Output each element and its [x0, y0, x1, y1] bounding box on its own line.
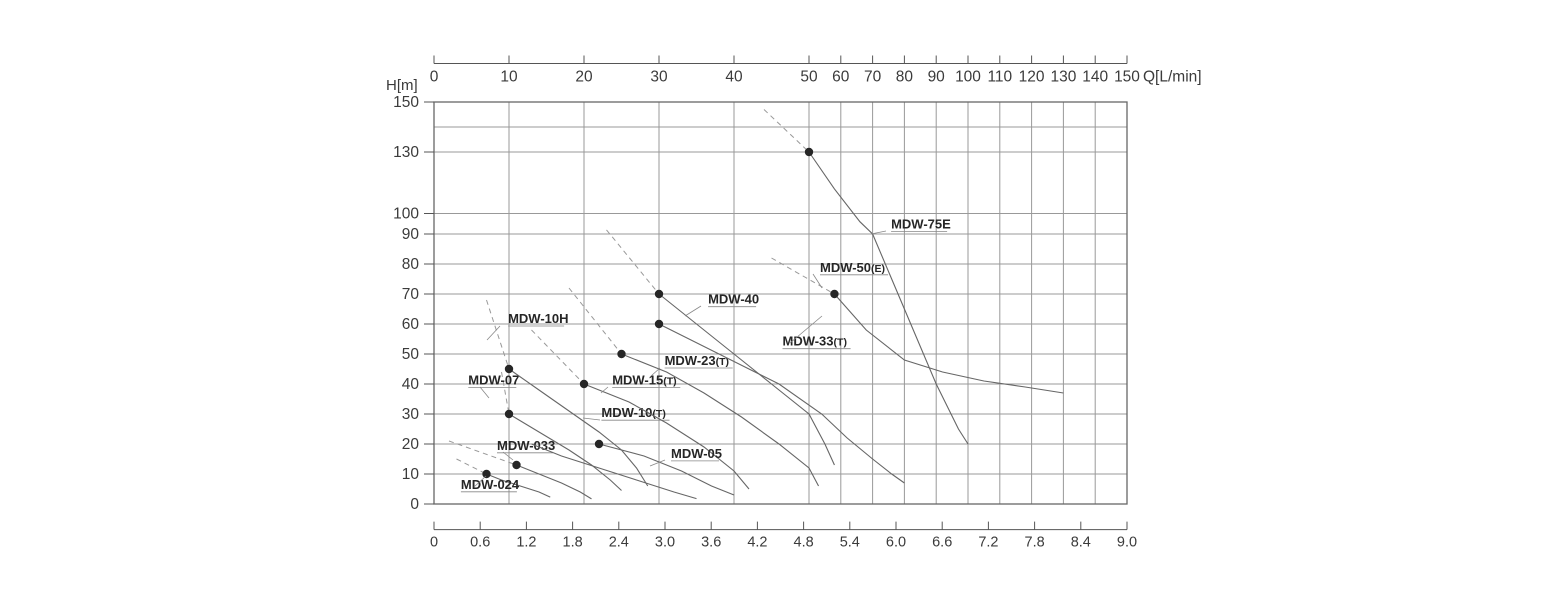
svg-text:H[m]: H[m]: [386, 77, 418, 94]
svg-text:30: 30: [650, 69, 668, 86]
svg-text:30: 30: [402, 406, 420, 423]
svg-text:MDW-23(T): MDW-23(T): [665, 353, 729, 368]
svg-text:MDW-15(T): MDW-15(T): [612, 372, 676, 387]
svg-text:6.0: 6.0: [886, 535, 906, 551]
svg-text:60: 60: [832, 69, 850, 86]
svg-text:70: 70: [864, 69, 882, 86]
svg-text:80: 80: [896, 69, 914, 86]
svg-text:130: 130: [393, 144, 419, 161]
svg-text:0: 0: [410, 496, 419, 513]
svg-text:90: 90: [928, 69, 946, 86]
svg-text:MDW-50(E): MDW-50(E): [820, 260, 885, 275]
svg-text:50: 50: [800, 69, 818, 86]
svg-text:70: 70: [402, 286, 420, 303]
svg-text:1.8: 1.8: [563, 535, 583, 551]
svg-text:4.8: 4.8: [794, 535, 814, 551]
svg-text:10: 10: [500, 69, 518, 86]
svg-text:150: 150: [393, 94, 419, 111]
svg-text:40: 40: [402, 376, 420, 393]
svg-text:140: 140: [1082, 69, 1108, 86]
svg-text:9.0: 9.0: [1117, 535, 1137, 551]
svg-text:60: 60: [402, 316, 420, 333]
svg-text:50: 50: [402, 346, 420, 363]
svg-text:100: 100: [955, 69, 981, 86]
svg-text:2.4: 2.4: [609, 535, 629, 551]
svg-text:MDW-10H: MDW-10H: [508, 311, 568, 326]
svg-text:3.0: 3.0: [655, 535, 675, 551]
svg-text:7.2: 7.2: [978, 535, 998, 551]
svg-text:0: 0: [430, 535, 438, 551]
svg-text:100: 100: [393, 206, 419, 223]
svg-text:1.2: 1.2: [516, 535, 536, 551]
svg-text:130: 130: [1050, 69, 1076, 86]
svg-text:80: 80: [402, 256, 420, 273]
svg-text:110: 110: [987, 69, 1012, 86]
svg-text:MDW-07: MDW-07: [468, 372, 519, 387]
svg-text:MDW-10(T): MDW-10(T): [601, 405, 665, 420]
svg-text:120: 120: [1019, 69, 1045, 86]
svg-text:6.6: 6.6: [932, 535, 952, 551]
svg-text:MDW-05: MDW-05: [671, 446, 722, 461]
svg-text:4.2: 4.2: [747, 535, 767, 551]
svg-text:10: 10: [402, 466, 420, 483]
svg-text:0.6: 0.6: [470, 535, 490, 551]
svg-text:MDW-75E: MDW-75E: [891, 217, 951, 232]
svg-text:MDW-024: MDW-024: [461, 477, 520, 492]
svg-text:8.4: 8.4: [1071, 535, 1091, 551]
svg-text:7.8: 7.8: [1025, 535, 1045, 551]
svg-text:150: 150: [1114, 69, 1140, 86]
svg-text:20: 20: [402, 436, 420, 453]
svg-text:MDW-40: MDW-40: [708, 292, 759, 307]
svg-text:0: 0: [430, 69, 439, 86]
svg-text:Q[L/min]: Q[L/min]: [1143, 69, 1202, 86]
svg-text:20: 20: [575, 69, 593, 86]
svg-text:40: 40: [725, 69, 743, 86]
svg-text:5.4: 5.4: [840, 535, 860, 551]
svg-text:3.6: 3.6: [701, 535, 721, 551]
svg-text:90: 90: [402, 226, 420, 243]
